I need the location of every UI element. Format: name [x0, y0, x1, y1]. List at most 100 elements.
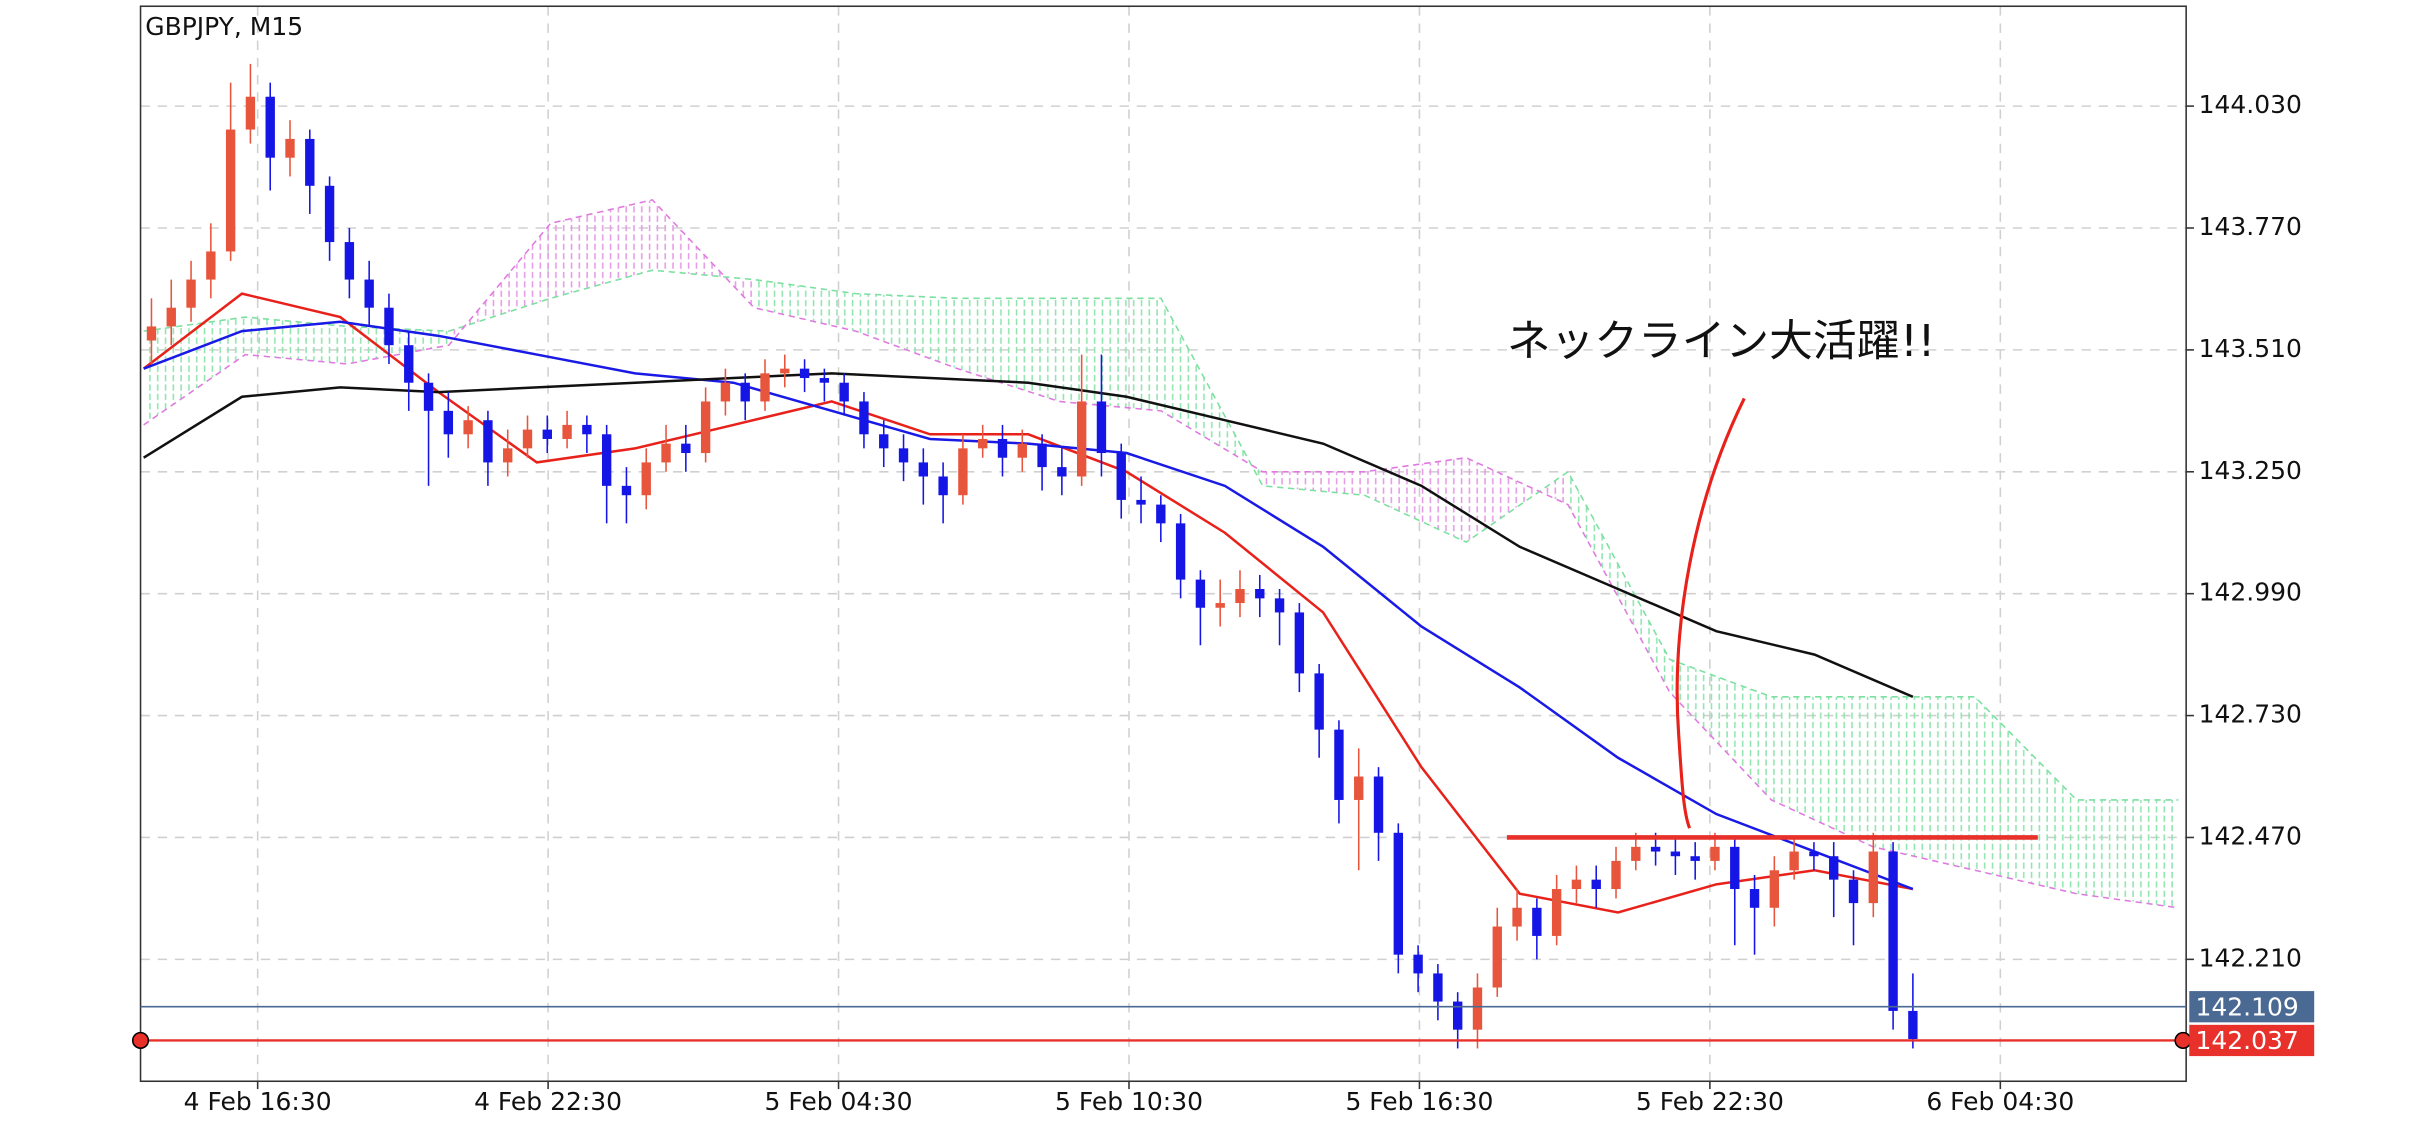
cloud-segment	[550, 199, 653, 299]
annotation: ネックライン大活躍!!	[1507, 316, 1935, 367]
candle-body	[1037, 443, 1047, 468]
candle-body	[1453, 1001, 1463, 1030]
candle-body	[641, 462, 651, 496]
candle-body	[285, 138, 295, 158]
y-tick-label: 143.510	[2199, 334, 2302, 363]
candle-body	[1611, 860, 1621, 890]
candle-body	[423, 382, 434, 411]
y-tick-label: 143.250	[2199, 456, 2302, 485]
cloud-segment	[143, 317, 246, 425]
candle-body	[1868, 851, 1878, 904]
cloud-span-a	[143, 269, 2179, 801]
x-tick-label: 5 Feb 10:30	[1055, 1087, 1203, 1116]
candle-body	[1334, 729, 1344, 800]
candle-body	[443, 410, 454, 435]
candle-body	[1492, 926, 1502, 988]
candle-body	[166, 307, 176, 327]
candle-body	[1393, 832, 1403, 955]
candle-body	[344, 242, 355, 280]
price-label-box	[2189, 1024, 2315, 1057]
candle-body	[1255, 588, 1265, 599]
candle-body	[740, 382, 750, 402]
candle-body	[1413, 954, 1423, 974]
candle-body	[1433, 973, 1443, 1002]
candle-body	[1076, 401, 1087, 477]
cloud-segment	[1771, 696, 1874, 847]
candle-body	[1017, 443, 1027, 458]
x-tick-label: 6 Feb 04:30	[1926, 1087, 2074, 1116]
candle-body	[661, 443, 671, 463]
candle-body	[1373, 776, 1384, 833]
candle-body	[1235, 588, 1245, 604]
cloud-segment	[855, 293, 958, 369]
candle-body	[879, 434, 889, 449]
candle-body	[760, 373, 770, 402]
candle-body	[1175, 523, 1186, 580]
price-label: 142.037	[2196, 1026, 2299, 1055]
candle-body	[1650, 846, 1661, 852]
cloud-segment	[1669, 659, 1772, 800]
cloud-segment	[1364, 457, 1467, 543]
cloud-segment	[1873, 696, 1975, 871]
y-tick-label: 142.470	[2199, 821, 2302, 850]
candle-body	[206, 251, 216, 280]
x-tick-label: 4 Feb 16:30	[184, 1087, 332, 1116]
annotation-arrow	[1675, 397, 1746, 829]
y-tick-label: 142.210	[2199, 943, 2302, 972]
candle-body	[1274, 598, 1285, 613]
moving-average	[143, 372, 1914, 698]
candle-body	[503, 448, 513, 463]
candle-body	[384, 307, 394, 346]
candle-body	[1591, 879, 1601, 890]
cloud-segment	[2076, 799, 2179, 908]
cloud-segment	[1059, 298, 1162, 411]
price-label-box	[2189, 991, 2315, 1023]
moving-averages	[142, 292, 1914, 914]
candle-body	[1294, 612, 1305, 674]
candle-body	[1829, 856, 1839, 880]
candle-body	[1710, 846, 1720, 861]
candle-body	[186, 279, 196, 308]
candle-body	[1195, 579, 1206, 608]
candle-body	[1848, 879, 1859, 904]
line-handle	[131, 1031, 150, 1050]
candle-body	[146, 326, 157, 341]
price-label: 142.109	[2196, 992, 2299, 1021]
cloud-segment	[1567, 471, 1670, 693]
candle-body	[522, 429, 533, 449]
candle-body	[1512, 907, 1522, 927]
candle-body	[364, 279, 374, 308]
candle-body	[305, 138, 315, 186]
candle-body	[1354, 776, 1364, 800]
candle-body	[1809, 851, 1819, 857]
candle-body	[720, 382, 731, 402]
candles	[146, 63, 1918, 1049]
candle-body	[225, 129, 236, 252]
candle-body	[582, 424, 592, 435]
cloud-segment	[1466, 457, 1568, 543]
cloud-segment	[957, 298, 1060, 402]
candle-body	[601, 434, 612, 486]
candle-body	[1057, 467, 1067, 477]
candle-body	[265, 96, 275, 158]
cloud-span-b	[143, 199, 2179, 909]
plot-frame	[139, 5, 2187, 1083]
candle-body	[780, 368, 790, 374]
y-tick-label: 144.030	[2199, 90, 2302, 119]
cloud-segment	[347, 326, 449, 364]
x-tick-label: 5 Feb 16:30	[1345, 1087, 1493, 1116]
candle-body	[997, 438, 1008, 458]
candle-body	[1908, 1010, 1918, 1040]
candle-body	[799, 368, 810, 379]
cloud-segment	[754, 279, 856, 332]
candle-body	[1532, 907, 1542, 936]
candle-body	[1472, 987, 1483, 1030]
candle-body	[1690, 856, 1700, 861]
candle-body	[819, 378, 830, 383]
y-tick-label: 143.770	[2199, 212, 2302, 241]
candle-body	[938, 476, 948, 496]
candle-body	[859, 401, 869, 435]
x-tick-label: 4 Feb 22:30	[474, 1087, 622, 1116]
candle-body	[1136, 499, 1146, 505]
